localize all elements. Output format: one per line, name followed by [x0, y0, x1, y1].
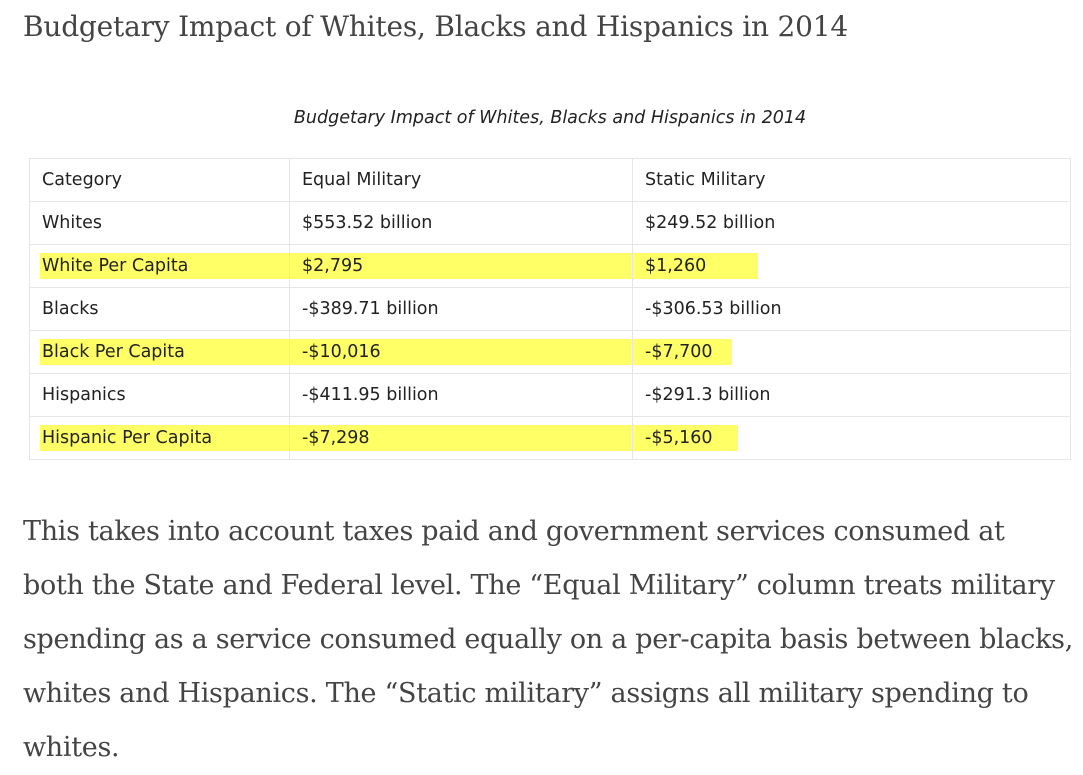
header-cell: Category [29, 158, 290, 202]
table-cell: White Per Capita [29, 244, 290, 288]
table-cell: -$411.95 billion [289, 373, 633, 417]
highlight [290, 253, 632, 279]
header-cell: Equal Military [289, 158, 633, 202]
highlight [633, 425, 738, 451]
budget-table: Category Equal Military Static Military … [29, 158, 1071, 460]
table-cell: -$5,160 [632, 416, 1071, 460]
table-row: Whites $553.52 billion $249.52 billion [29, 201, 1071, 245]
table-header-row: Category Equal Military Static Military [29, 158, 1071, 202]
table-row: Blacks -$389.71 billion -$306.53 billion [29, 287, 1071, 331]
table-cell: -$7,700 [632, 330, 1071, 374]
table-cell: Black Per Capita [29, 330, 290, 374]
table-cell: $2,795 [289, 244, 633, 288]
table-row-highlighted: Black Per Capita -$10,016 -$7,700 [29, 330, 1071, 374]
highlight [40, 253, 289, 279]
body-paragraph: This takes into account taxes paid and g… [23, 516, 1073, 763]
table-cell: -$7,298 [289, 416, 633, 460]
highlight [40, 339, 289, 365]
table-row-highlighted: White Per Capita $2,795 $1,260 [29, 244, 1071, 288]
table-cell: -$10,016 [289, 330, 633, 374]
table-cell: -$291.3 billion [632, 373, 1071, 417]
header-cell: Static Military [632, 158, 1071, 202]
table-cell: -$389.71 billion [289, 287, 633, 331]
highlight [40, 425, 289, 451]
table-cell: Whites [29, 201, 290, 245]
table-cell: Hispanic Per Capita [29, 416, 290, 460]
highlight [633, 339, 732, 365]
figure-caption: Budgetary Impact of Whites, Blacks and H… [293, 108, 807, 128]
table-cell: $249.52 billion [632, 201, 1071, 245]
table-cell: Hispanics [29, 373, 290, 417]
table-cell: Blacks [29, 287, 290, 331]
table-cell: $1,260 [632, 244, 1071, 288]
table-cell: $553.52 billion [289, 201, 633, 245]
page-heading: Budgetary Impact of Whites, Blacks and H… [23, 10, 848, 43]
table-row: Hispanics -$411.95 billion -$291.3 billi… [29, 373, 1071, 417]
highlight [290, 425, 632, 451]
table-row-highlighted: Hispanic Per Capita -$7,298 -$5,160 [29, 416, 1071, 460]
table-cell: -$306.53 billion [632, 287, 1071, 331]
highlight [290, 339, 632, 365]
highlight [633, 253, 758, 279]
